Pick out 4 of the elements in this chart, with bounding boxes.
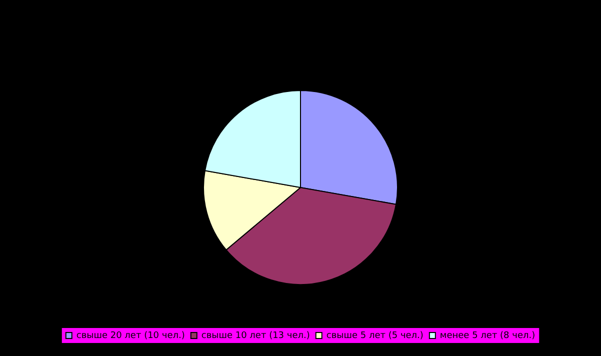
legend-label: менее 5 лет (8 чел.) [440,330,536,341]
legend-label: свыше 5 лет (5 чел.) [326,330,424,341]
legend-label: свыше 10 лет (13 чел.) [201,330,310,341]
legend-label: свыше 20 лет (10 чел.) [76,330,185,341]
